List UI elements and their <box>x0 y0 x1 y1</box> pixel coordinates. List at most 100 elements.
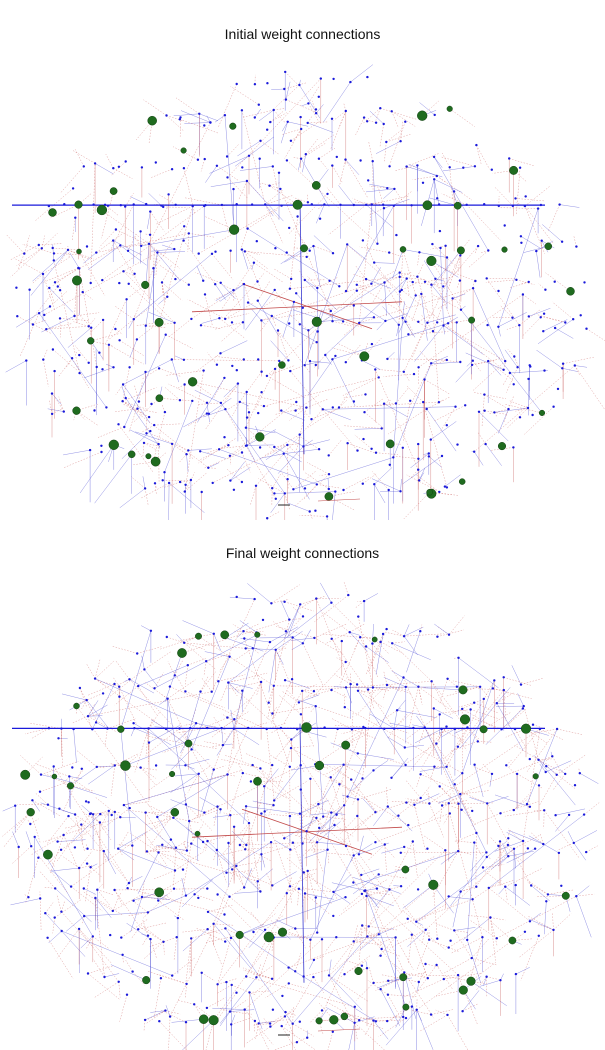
neuron-node <box>353 854 355 856</box>
connection-edge <box>240 402 249 406</box>
neuron-node <box>353 204 355 206</box>
neuron-node <box>153 687 155 689</box>
connection-edge <box>498 856 508 866</box>
connection-edge <box>162 282 163 294</box>
neuron-node <box>545 900 547 902</box>
neuron-node <box>479 686 481 688</box>
neuron-node <box>226 155 228 157</box>
connection-edge <box>231 86 259 104</box>
neuron-node <box>404 321 406 323</box>
neuron-node <box>430 1013 432 1015</box>
neuron-node <box>483 203 485 205</box>
connection-edge <box>196 353 221 372</box>
central-connection <box>192 302 402 312</box>
neuron-node <box>416 276 418 278</box>
neuron-node <box>529 365 531 367</box>
connection-edge <box>351 812 375 830</box>
connection-edge <box>176 842 185 848</box>
neuron-node <box>254 1020 256 1022</box>
connection-edge <box>91 813 121 814</box>
connection-edge <box>412 323 428 359</box>
neuron-node <box>420 293 422 295</box>
neuron-node <box>436 175 438 177</box>
connection-edge <box>128 234 136 251</box>
connection-edge <box>532 729 557 733</box>
neuron-node <box>71 357 73 359</box>
connection-edge <box>216 284 244 301</box>
connection-edge <box>251 912 265 930</box>
neuron-node <box>359 159 361 161</box>
neuron-node <box>224 927 226 929</box>
neuron-node <box>466 204 468 206</box>
neuron-node <box>357 752 359 754</box>
connection-edge <box>199 766 210 774</box>
hub-node <box>400 246 406 252</box>
neuron-node <box>147 727 149 729</box>
neuron-node <box>493 679 495 681</box>
connection-edge <box>220 977 256 1023</box>
connection-edge <box>246 872 304 976</box>
hub-node <box>457 247 464 254</box>
neuron-node <box>273 492 275 494</box>
connection-edge <box>202 318 220 323</box>
neuron-node <box>257 300 259 302</box>
neuron-node <box>508 157 510 159</box>
hub-node <box>148 116 157 125</box>
connection-edge <box>411 454 429 468</box>
neuron-node <box>125 298 127 300</box>
neuron-node <box>562 363 564 365</box>
connection-edge <box>143 476 145 488</box>
connection-edge <box>244 639 289 767</box>
neuron-node <box>25 359 27 361</box>
connection-edge <box>434 157 442 168</box>
neuron-node <box>306 1037 308 1039</box>
neuron-node <box>513 383 515 385</box>
connection-edge <box>430 803 449 819</box>
neuron-node <box>515 884 517 886</box>
neuron-node <box>166 296 168 298</box>
neuron-node <box>184 484 186 486</box>
neuron-node <box>87 715 89 717</box>
neuron-node <box>48 287 50 289</box>
neuron-node <box>27 896 29 898</box>
neuron-node <box>52 348 54 350</box>
neuron-node <box>445 766 447 768</box>
connection-edge <box>95 679 196 724</box>
neuron-node <box>537 759 539 761</box>
neuron-node <box>342 764 344 766</box>
neuron-node <box>264 203 266 205</box>
connection-edge <box>25 728 49 734</box>
neuron-node <box>497 290 499 292</box>
connection-edge <box>228 683 239 693</box>
connection-edge <box>373 807 388 826</box>
connection-edge <box>380 108 416 119</box>
neuron-node <box>379 641 381 643</box>
neuron-node <box>112 239 114 241</box>
connection-edge <box>425 380 450 395</box>
neuron-node <box>83 915 85 917</box>
connection-edge <box>75 346 89 363</box>
connection-edge <box>423 835 446 851</box>
connection-edge <box>302 681 431 691</box>
connection-edge <box>440 786 455 801</box>
neuron-node <box>439 785 441 787</box>
hub-node <box>360 352 369 361</box>
neuron-node <box>361 924 363 926</box>
connection-edge <box>47 816 69 844</box>
neuron-node <box>211 691 213 693</box>
connection-edge <box>250 992 263 1029</box>
neuron-node <box>190 842 192 844</box>
neuron-node <box>118 981 120 983</box>
connection-edge <box>246 806 300 813</box>
neuron-node <box>280 727 282 729</box>
neuron-node <box>158 367 160 369</box>
connection-edge <box>142 656 145 670</box>
neuron-node <box>245 427 247 429</box>
neuron-node <box>309 778 311 780</box>
neuron-node <box>229 250 231 252</box>
hub-node <box>253 777 261 785</box>
neuron-node <box>583 813 585 815</box>
neuron-node <box>511 317 513 319</box>
connection-edge <box>52 870 72 886</box>
neuron-node <box>225 981 227 983</box>
